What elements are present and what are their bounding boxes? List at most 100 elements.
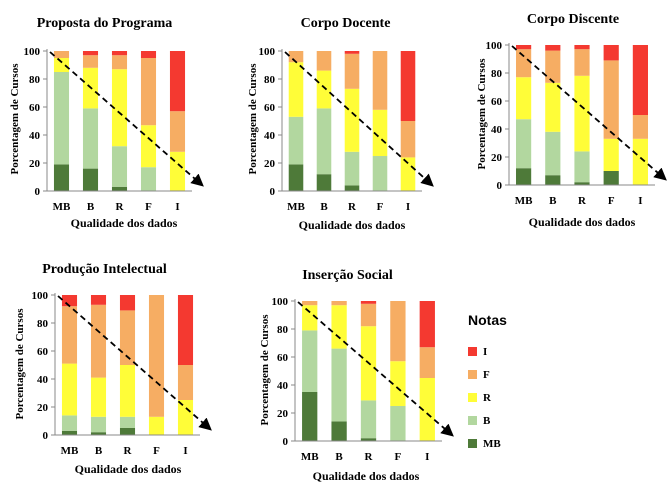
y-tick-label: 40 [37,374,49,386]
bar-segment-f [316,51,332,71]
bar-segment-f [331,301,347,306]
bar-segment-f [302,301,318,306]
bar-segment-f [169,111,186,152]
bar-segment-r [119,365,136,417]
bar-segment-i [140,51,157,58]
bar-segment-mb [61,430,78,435]
legend-title: Notas [468,312,507,328]
bar-segment-f [90,304,107,378]
x-tick-label: B [335,451,343,463]
x-axis-label: Qualidade dos dados [528,215,636,229]
bar-segment-r [61,363,78,416]
bar-segment-f [603,60,619,139]
bar-segment-f [177,365,194,400]
x-tick-label: B [320,201,328,213]
bar-segment-r [603,138,619,171]
bar-segment-i [400,51,416,121]
bar-segment-r [140,125,157,168]
y-tick-label: 20 [264,158,276,170]
x-tick-label: B [95,445,103,457]
legend-swatch [468,347,477,356]
y-tick-label: 60 [491,96,503,108]
bar-segment-b [344,151,360,186]
bar-segment-r [545,82,561,132]
legend-swatch [468,370,477,379]
bar-segment-f [140,58,157,126]
bar-segment-mb [53,164,70,191]
x-tick-label: MB [515,195,533,207]
y-tick-label: 40 [264,130,276,142]
bar-segment-mb [111,186,128,191]
x-tick-label: F [377,201,384,213]
y-tick-label: 20 [37,402,49,414]
chart-title: Corpo Discente [526,12,620,27]
bar-segment-mb [331,421,347,441]
bar-segment-i [574,45,590,50]
bar-segment-mb [574,182,590,185]
x-tick-label: B [87,201,95,213]
bar-segment-b [90,416,107,433]
x-tick-label: R [116,201,125,213]
chart-title: Proposta do Programa [36,16,173,31]
bar-segment-b [545,131,561,176]
trend-arrow [284,51,434,187]
trend-arrow [511,45,667,181]
bar-segment-f [82,55,99,68]
bar-segment-r [111,69,128,147]
y-tick-label: 100 [24,46,41,58]
bar-segment-f [344,53,360,89]
legend-swatch [468,393,477,402]
x-axis-label: Qualidade dos dados [74,462,182,476]
x-tick-label: I [406,201,410,213]
y-tick-label: 100 [32,290,49,302]
bar-segment-i [632,45,648,115]
bar-segment-mb [82,168,99,191]
plot-area: 0 20 40 60 80 100 MB B R F I [272,296,454,463]
bar-segment-r [288,62,304,117]
bar-segment-b [53,72,70,165]
bar-segment-i [90,295,107,305]
legend-item-r: R [468,386,507,409]
bar-segment-i [119,295,136,311]
bar-segment-r [372,109,388,156]
x-axis-label: Qualidade dos dados [70,216,178,230]
y-tick-label: 100 [259,46,276,58]
trend-arrow [57,295,212,431]
bar-segment-b [61,415,78,431]
bar-segment-f [360,303,377,327]
bar-segment-b [82,108,99,169]
x-tick-label: F [145,201,152,213]
x-tick-label: I [638,195,642,207]
legend: Notas I F R B MB [468,312,507,455]
y-tick-label: 100 [272,296,289,308]
y-tick-label: 80 [264,74,276,86]
bar-segment-r [169,151,186,191]
y-tick-label: 0 [35,186,41,198]
legend-label: I [483,345,488,358]
y-tick-label: 0 [270,186,276,198]
bar-segment-b [360,400,377,439]
y-tick-label: 40 [491,124,503,136]
y-tick-label: 80 [29,74,41,86]
x-tick-label: F [153,445,160,457]
bar-segment-f [53,51,70,58]
bar-segment-b [331,348,347,422]
bar-segment-mb [302,392,318,441]
legend-swatch [468,439,477,448]
y-tick-label: 0 [283,436,289,448]
y-tick-label: 0 [43,430,49,442]
legend-swatch [468,416,477,425]
bar-segment-b [302,330,318,392]
x-tick-label: R [578,195,587,207]
bar-segment-f [288,51,304,63]
x-tick-label: I [183,445,187,457]
legend-label: B [483,414,491,427]
x-tick-label: R [124,445,133,457]
trend-arrow [49,51,204,187]
bar-segment-mb [360,438,377,441]
bar-segment-mb [90,432,107,435]
bar-segment-r [632,138,648,185]
bar-segment-f [545,50,561,83]
bar-segment-mb [119,428,136,435]
x-tick-label: F [395,451,402,463]
